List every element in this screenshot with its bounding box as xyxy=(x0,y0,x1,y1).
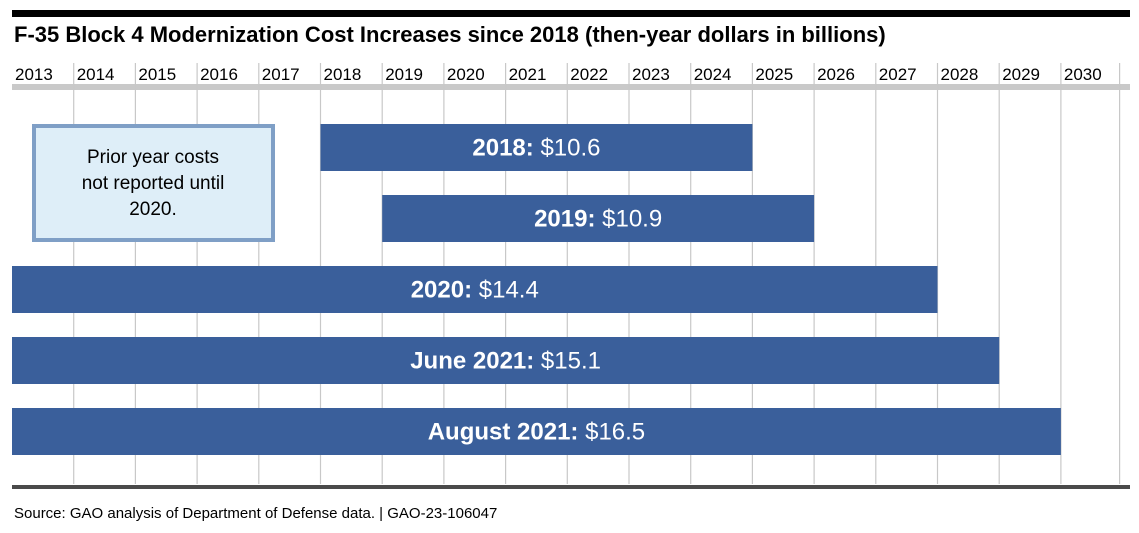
prior-year-note: Prior year costs not reported until 2020. xyxy=(32,124,275,242)
cost-bar-5 xyxy=(12,408,1061,455)
year-tick-2014: 2014 xyxy=(77,65,115,84)
year-tick-2029: 2029 xyxy=(1002,65,1040,84)
bar-year-3: 2020: xyxy=(411,277,479,304)
year-tick-2026: 2026 xyxy=(817,65,855,84)
year-tick-2019: 2019 xyxy=(385,65,423,84)
bar-label-5: August 2021: $16.5 xyxy=(428,419,645,446)
cost-bars: 2018: $10.6 2019: $10.9 2020: $14.4 June 20… xyxy=(12,124,1061,455)
bar-label-1: 2018: $10.6 xyxy=(472,135,600,162)
year-tick-2015: 2015 xyxy=(138,65,176,84)
bar-year-2: 2019: xyxy=(534,206,602,233)
year-header-band xyxy=(12,84,1130,90)
note-line-1: Prior year costs xyxy=(87,147,219,168)
year-tick-2016: 2016 xyxy=(200,65,238,84)
year-tick-2017: 2017 xyxy=(262,65,300,84)
bar-label-2: 2019: $10.9 xyxy=(534,206,662,233)
bar-value-2: $10.9 xyxy=(602,206,662,233)
year-tick-2022: 2022 xyxy=(570,65,608,84)
note-line-2: not reported until xyxy=(82,173,225,194)
bar-year-5: August 2021: xyxy=(428,419,585,446)
bar-label-4: June 2021: $15.1 xyxy=(410,348,601,375)
cost-bar-4 xyxy=(12,337,1000,384)
bottom-rule xyxy=(12,485,1130,489)
cost-bar-1 xyxy=(320,124,753,171)
bar-value-5: $16.5 xyxy=(585,419,645,446)
chart-title: F-35 Block 4 Modernization Cost Increase… xyxy=(14,22,886,47)
bar-value-3: $14.4 xyxy=(479,277,539,304)
year-tick-2018: 2018 xyxy=(324,65,362,84)
source-note: Source: GAO analysis of Department of De… xyxy=(14,505,498,522)
year-tick-2013: 2013 xyxy=(15,65,53,84)
year-tick-2028: 2028 xyxy=(941,65,979,84)
year-tick-2030: 2030 xyxy=(1064,65,1102,84)
bar-year-4: June 2021: xyxy=(410,348,541,375)
note-box xyxy=(32,124,275,242)
year-tick-2021: 2021 xyxy=(509,65,547,84)
year-tick-labels: 2013 2014 2015 2016 2017 2018 2019 2020 2021 2022… xyxy=(15,65,1102,84)
year-tick-2024: 2024 xyxy=(694,65,732,84)
year-tick-2020: 2020 xyxy=(447,65,485,84)
year-tick-2023: 2023 xyxy=(632,65,670,84)
cost-bar-3 xyxy=(12,266,938,313)
bar-year-1: 2018: xyxy=(472,135,540,162)
year-tick-2025: 2025 xyxy=(755,65,793,84)
top-rule xyxy=(12,10,1130,17)
bar-value-4: $15.1 xyxy=(541,348,601,375)
year-tick-2027: 2027 xyxy=(879,65,917,84)
bar-label-3: 2020: $14.4 xyxy=(411,277,539,304)
note-line-3: 2020. xyxy=(129,199,177,220)
cost-bar-2 xyxy=(382,195,815,242)
bar-value-1: $10.6 xyxy=(540,135,600,162)
